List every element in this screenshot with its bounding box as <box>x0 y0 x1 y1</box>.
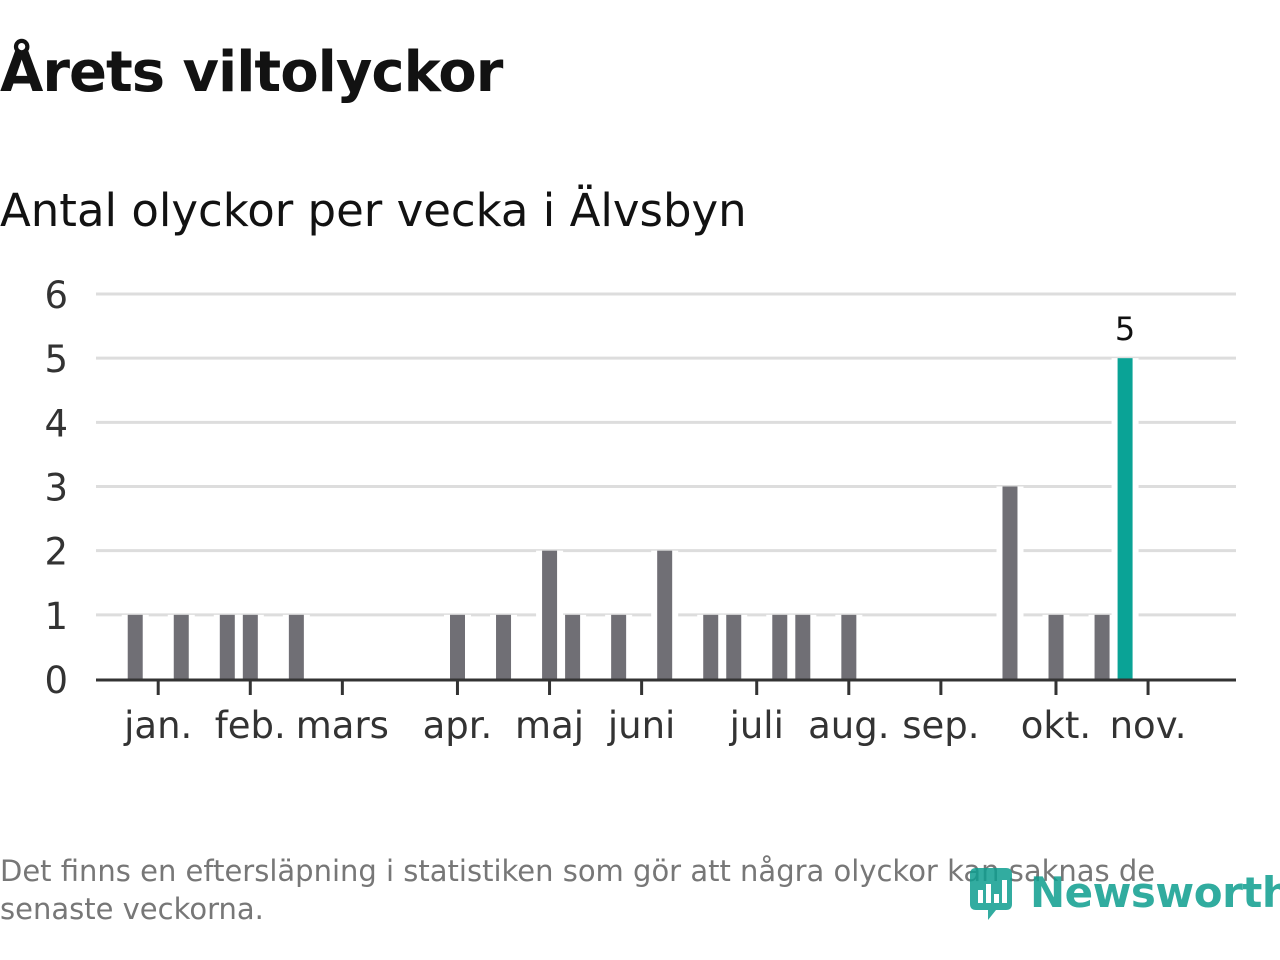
y-tick-label: 2 <box>44 531 68 574</box>
x-tick-label: feb. <box>215 704 286 747</box>
x-tick-label: maj <box>515 704 584 747</box>
y-tick-label: 6 <box>44 274 68 317</box>
x-tick-label: okt. <box>1021 704 1091 747</box>
bar-chart: 0 1 2 3 4 5 6 jan. feb. mars apr. maj juni juli aug. s… <box>44 274 1236 747</box>
bars <box>121 358 1139 679</box>
newsworthy-bar-chart-icon <box>970 868 1012 920</box>
bar <box>219 614 235 679</box>
x-tick-label: mars <box>296 704 389 747</box>
bar <box>496 614 512 679</box>
bar <box>703 614 719 679</box>
x-tick-label: jan. <box>123 704 192 747</box>
bar <box>450 614 465 679</box>
bar <box>611 614 627 679</box>
bar <box>173 614 189 679</box>
bar <box>127 614 143 679</box>
y-tick-label: 4 <box>44 402 68 445</box>
bar <box>1002 486 1018 679</box>
x-tick-label: apr. <box>423 704 493 747</box>
footnote: Det finns en eftersläpning i statistiken… <box>0 854 1156 926</box>
x-tick-label: aug. <box>808 704 889 747</box>
bar <box>288 614 304 679</box>
bar <box>565 614 581 679</box>
newsworthy-logo: Newsworthy <box>966 860 1280 924</box>
x-tick-label: nov. <box>1110 704 1187 747</box>
y-tick-label: 3 <box>44 467 68 510</box>
chart-subtitle: Antal olyckor per vecka i Älvsbyn <box>0 184 747 237</box>
data-label: 5 <box>1115 310 1135 348</box>
bar <box>1094 614 1110 679</box>
x-tick-label: juli <box>729 704 784 747</box>
y-tick-label: 5 <box>44 338 68 381</box>
bar <box>657 550 673 679</box>
bar <box>726 614 742 679</box>
y-axis-ticks: 0 1 2 3 4 5 6 <box>44 274 68 702</box>
x-tick-label: sep. <box>902 704 979 747</box>
bar <box>795 614 811 679</box>
x-axis-ticks: jan. feb. mars apr. maj juni juli aug. sep. okt. n… <box>123 680 1186 747</box>
bar <box>1117 358 1133 679</box>
chart-title: Årets viltolyckor <box>0 40 503 105</box>
bar <box>542 550 558 679</box>
bar <box>841 614 857 679</box>
x-tick-label: juni <box>607 704 675 747</box>
y-tick-label: 1 <box>44 595 68 638</box>
data-labels: 5 <box>1115 310 1135 348</box>
bar <box>242 614 258 679</box>
bar <box>772 614 788 679</box>
bar <box>1048 614 1064 679</box>
y-tick-label: 0 <box>44 659 68 702</box>
newsworthy-logo-text: Newsworthy <box>1030 867 1280 917</box>
